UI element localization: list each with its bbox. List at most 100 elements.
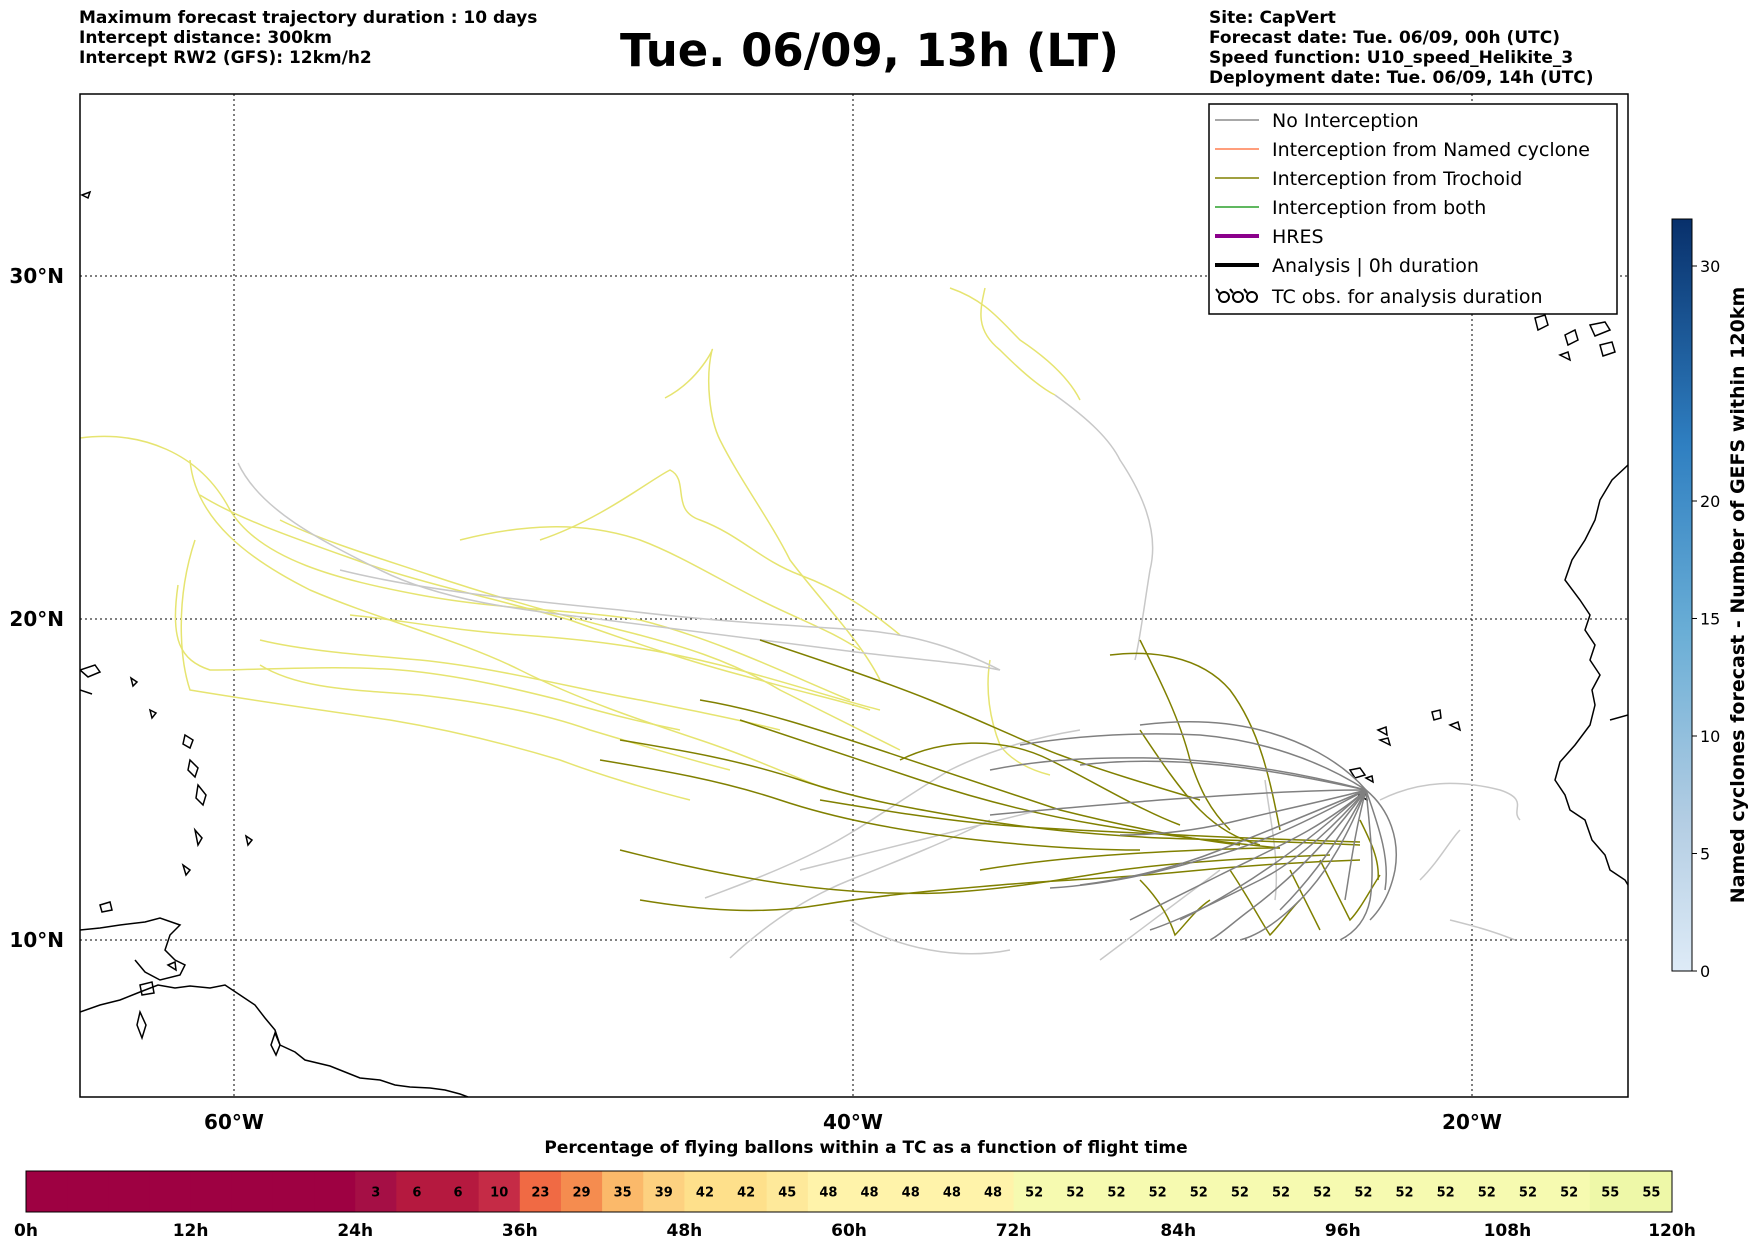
coastlines [80, 190, 1628, 1097]
percentage-cell-label: 52 [1395, 1186, 1413, 1201]
percentage-cell [1507, 1171, 1550, 1212]
traj-light-yellow-2 [189, 459, 831, 791]
lon-label-60w: 60°W [204, 1110, 264, 1134]
lat-label-20n: 20°N [9, 607, 64, 631]
island-bermuda [80, 190, 92, 200]
legend-label-named-cyclone: Interception from Named cyclone [1272, 139, 1590, 161]
percentage-cell-label: 6 [454, 1186, 463, 1201]
time-label: 96h [1325, 1221, 1361, 1241]
percentage-cell [26, 1171, 68, 1212]
colorbar-tick-label: 5 [1700, 845, 1710, 864]
percentage-cell [684, 1171, 727, 1212]
traj-light-gray-6 [799, 809, 1041, 871]
trajectories-trochoid-light [80, 287, 1081, 801]
time-label: 120h [1648, 1221, 1696, 1241]
traj-gray-2 [1239, 789, 1367, 941]
colorbar-gradient [1671, 218, 1693, 972]
traj-light-yellow-4 [174, 584, 681, 731]
island-capvert-1 [1431, 709, 1442, 721]
percentage-cell-label: 48 [861, 1186, 879, 1201]
traj-gray-12 [989, 789, 1367, 816]
percentage-cell-label: 55 [1601, 1186, 1619, 1201]
time-label: 12h [173, 1221, 209, 1241]
traj-olive-1 [619, 739, 1361, 846]
island-small-b [136, 1009, 147, 1041]
percentage-cell-label: 48 [902, 1186, 920, 1201]
traj-olive-14 [1229, 869, 1301, 937]
trajectories-trochoid [599, 639, 1381, 937]
island-antilles-4 [193, 827, 203, 848]
traj-light-gray-7 [849, 919, 1011, 955]
traj-light-yellow-10 [664, 348, 881, 681]
traj-light-gray-5 [729, 819, 991, 959]
percentage-cell-label: 52 [1190, 1186, 1208, 1201]
percentage-cell [725, 1171, 768, 1212]
traj-light-yellow-9 [539, 469, 901, 636]
lat-label-10n: 10°N [9, 928, 64, 952]
percentage-cell [1054, 1171, 1097, 1212]
traj-light-yellow-12 [949, 287, 1081, 401]
percentage-cell [1219, 1171, 1261, 1212]
coastline-venezuela-north [80, 917, 187, 981]
traj-olive-17 [1359, 819, 1379, 881]
traj-gray-10 [1209, 789, 1367, 941]
colorbar-tick-label: 30 [1700, 257, 1720, 276]
percentage-cell-label: 39 [655, 1186, 673, 1201]
map-frame [79, 93, 1629, 1098]
percentage-cell [478, 1171, 521, 1212]
percentage-cell-label: 45 [778, 1186, 796, 1201]
time-label: 48h [667, 1221, 703, 1241]
traj-light-yellow-6 [259, 664, 731, 771]
header-left-info: Maximum forecast trajectory duration : 1… [79, 8, 537, 68]
page-title: Tue. 06/09, 13h (LT) [620, 24, 1119, 77]
percentage-cell [1013, 1171, 1056, 1212]
traj-light-gray-2 [339, 569, 1001, 671]
percentage-cell [190, 1171, 233, 1212]
trajectories-no-interception [989, 720, 1397, 941]
percentage-bar: Percentage of flying ballons within a TC… [14, 1138, 1696, 1241]
percentage-cell [519, 1171, 562, 1212]
island-capvert-2 [1448, 721, 1462, 732]
percentage-cell [314, 1171, 356, 1212]
traj-light-gray-10 [1419, 829, 1461, 881]
traj-light-gray-12 [1264, 779, 1278, 901]
percentage-cell-label: 42 [696, 1186, 714, 1201]
percentage-cell-label: 52 [1025, 1186, 1043, 1201]
percentage-cells: 3 6 6 10 23 29 35 39 42 42 45 48 48 48 48 48 52 52 52 52 52 5… [26, 1171, 1673, 1212]
legend-label-tc-obs: TC obs. for analysis duration [1271, 286, 1543, 308]
traj-olive-4 [759, 639, 1201, 801]
speed-function-text: Speed function: U10_speed_Helikite_3 [1209, 48, 1574, 68]
traj-light-gray-9 [1379, 782, 1521, 821]
tc-symbol-icon [1215, 288, 1258, 303]
traj-light-yellow-7 [349, 614, 881, 711]
traj-gray-4 [1079, 760, 1367, 791]
lon-label-40w: 40°W [823, 1110, 883, 1134]
percentage-cell [1630, 1171, 1673, 1212]
island-antilles-1 [182, 733, 194, 750]
traj-gray-15 [1344, 789, 1367, 901]
named-cyclones-colorbar: 0 5 10 15 20 30 Named cyclones forecast - Num… [1671, 218, 1749, 981]
percentage-cell-label: 52 [1149, 1186, 1167, 1201]
forecast-date-text: Forecast date: Tue. 06/09, 00h (UTC) [1209, 28, 1560, 48]
island-capvert-4 [1377, 737, 1392, 747]
percentage-cell-label: 6 [412, 1186, 421, 1201]
traj-gray-9 [1129, 789, 1367, 921]
colorbar-ticks: 0 5 10 15 20 30 [1692, 257, 1720, 981]
island-antilles-7 [129, 676, 139, 688]
percentage-cell [1383, 1171, 1426, 1212]
percentage-cell [1589, 1171, 1632, 1212]
percentage-cell-label: 35 [614, 1186, 632, 1201]
traj-gray-3 [1119, 789, 1367, 836]
island-canary-5 [1558, 351, 1572, 362]
island-capvert-5 [1348, 767, 1367, 779]
island-canary-4 [1599, 341, 1616, 357]
traj-gray-13 [1019, 733, 1367, 791]
percentage-cell-label: 3 [371, 1186, 380, 1201]
colorbar-tick-label: 20 [1700, 492, 1720, 511]
island-antilles-3 [195, 783, 207, 807]
coastline-africa-fragment [1609, 714, 1628, 721]
traj-light-gray-8 [1099, 869, 1221, 961]
traj-gray-1 [1149, 789, 1367, 931]
percentage-cell [108, 1171, 150, 1212]
percentage-cell [972, 1171, 1015, 1212]
